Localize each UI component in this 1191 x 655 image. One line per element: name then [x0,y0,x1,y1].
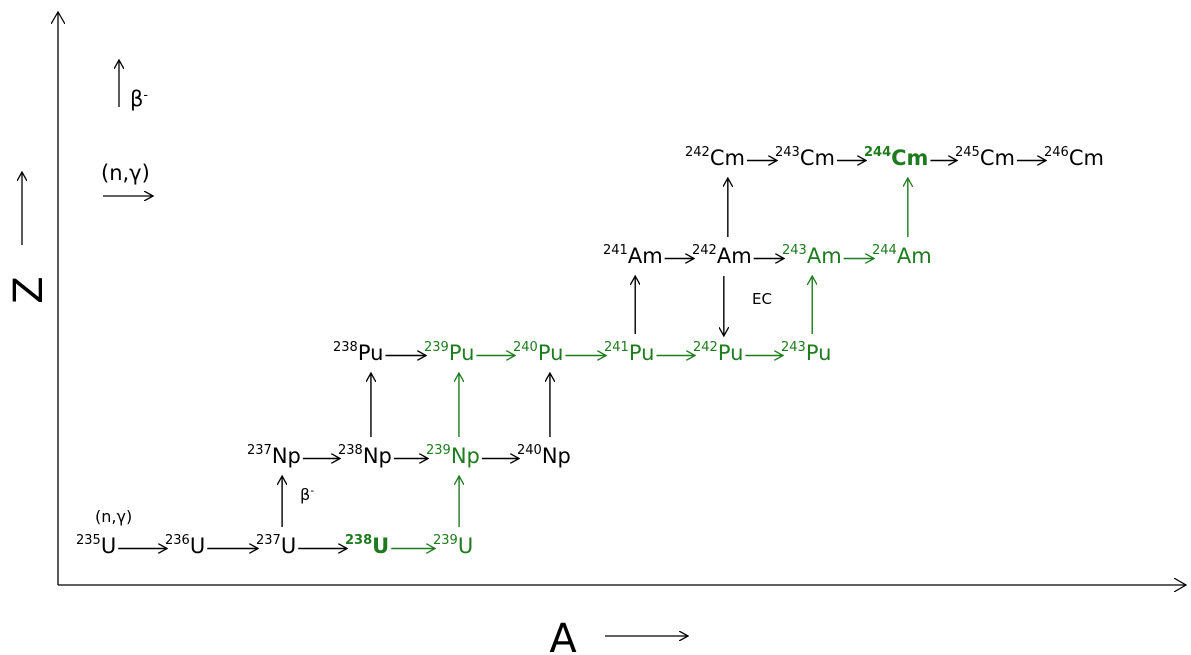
nuclide-pu238: 238Pu [333,340,383,365]
nuclide-symbol: U [190,534,205,558]
nuclide-mass-number: 237 [247,443,272,458]
nuclide-mass-number: 244 [864,145,891,160]
nuclide-u235: 235U [76,533,116,558]
nuclide-symbol: Pu [449,341,475,365]
nuclide-mass-number: 239 [424,340,449,355]
nuclide-cm243: 243Cm [775,145,835,170]
y-axis-label: Z [6,276,52,303]
nuclide-symbol: Np [363,444,392,468]
nuclide-pu240: 240Pu [513,340,563,365]
nuclide-mass-number: 236 [165,533,190,548]
nuclide-mass-number: 244 [872,243,897,258]
nuclide-symbol: Pu [538,341,564,365]
nuclide-mass-number: 243 [782,243,807,258]
nuclide-symbol: Np [451,444,480,468]
nuclide-mass-number: 245 [955,145,980,160]
nuclide-pu242: 242Pu [693,340,743,365]
nuclide-mass-number: 243 [781,340,806,355]
nuclide-mass-number: 246 [1044,145,1069,160]
nuclide-mass-number: 242 [692,243,717,258]
legend-capture-label: (n,γ) [101,161,150,185]
nuclide-symbol: Np [272,444,301,468]
nuclide-cm245: 245Cm [955,145,1015,170]
nuclide-u239: 239U [433,533,473,558]
nuclide-symbol: Pu [358,341,384,365]
nuclide-symbol: Cm [1069,146,1104,170]
nuclide-pu241: 241Pu [604,340,654,365]
nuclide-mass-number: 239 [426,443,451,458]
nuclide-mass-number: 243 [775,145,800,160]
nuclide-am242: 242Am [692,243,752,268]
nuclide-symbol: Pu [629,341,655,365]
nuclide-mass-number: 240 [513,340,538,355]
nuclide-mass-number: 240 [517,443,542,458]
nuclide-mass-number: 238 [333,340,358,355]
nuclide-symbol: Am [628,244,663,268]
transition-arrows [118,161,1046,549]
nuclide-mass-number: 242 [685,145,710,160]
nuclide-symbol: Cm [800,146,835,170]
beta-annotation: β- [300,484,314,505]
nuclide-mass-number: 242 [693,340,718,355]
nuclide-np240: 240Np [517,443,571,468]
nuclide-symbol: Cm [891,146,928,170]
legend-beta-label: β- [130,87,148,111]
nuclide-np238: 238Np [338,443,392,468]
nuclide-symbol: Am [717,244,752,268]
nuclide-pu243: 243Pu [781,340,831,365]
nuclide-np237: 237Np [247,443,301,468]
nuclide-am244: 244Am [872,243,932,268]
legend: β- (n,γ) [101,60,153,196]
nuclide-symbol: Pu [806,341,832,365]
nuclide-symbol: Np [542,444,571,468]
nuclide-u237: 237U [256,533,296,558]
nuclide-mass-number: 238 [338,443,363,458]
capture-annotation: (n,γ) [95,507,132,526]
nuclide-mass-number: 238 [345,533,372,548]
nuclide-mass-number: 241 [604,340,629,355]
nuclide-u238: 238U [345,533,389,558]
nuclide-pu239: 239Pu [424,340,474,365]
nuclide-mass-number: 241 [603,243,628,258]
nuclide-u236: 236U [165,533,205,558]
nuclide-cm244: 244Cm [864,145,928,170]
ec-annotation: EC [752,290,772,308]
nuclide-symbol: Cm [710,146,745,170]
nuclide-symbol: Pu [718,341,744,365]
nuclide-symbol: U [372,534,389,558]
nuclide-symbol: Cm [980,146,1015,170]
nuclide-np239: 239Np [426,443,480,468]
nuclide-am243: 243Am [782,243,842,268]
nuclide-symbol: U [101,534,116,558]
nuclide-am241: 241Am [603,243,663,268]
nuclide-symbol: U [281,534,296,558]
nuclide-mass-number: 237 [256,533,281,548]
nuclide-symbol: Am [897,244,932,268]
x-axis-label: A [549,616,577,655]
nuclide-cm242: 242Cm [685,145,745,170]
nuclide-cm246: 246Cm [1044,145,1104,170]
nuclide-mass-number: 239 [433,533,458,548]
nuclide-mass-number: 235 [76,533,101,548]
nuclide-symbol: U [458,534,473,558]
nuclide-symbol: Am [807,244,842,268]
